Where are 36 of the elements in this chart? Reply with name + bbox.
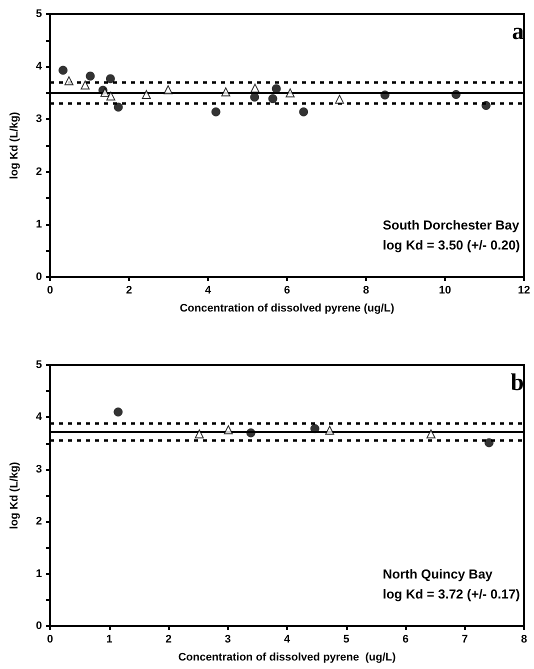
- y-tick-label: 3: [36, 113, 42, 126]
- y-tick-label: 4: [36, 60, 43, 73]
- y-axis-title: log Kd (L/kg): [8, 112, 20, 180]
- x-tick-label: 10: [438, 284, 452, 296]
- y-tick-label: 1: [36, 218, 42, 230]
- x-tick-label: 8: [362, 284, 370, 296]
- x-tick-label: 2: [126, 284, 132, 296]
- y-tick-label: 4: [36, 411, 43, 424]
- x-tick-label: 6: [402, 634, 409, 646]
- y-tick-label: 0: [36, 620, 42, 632]
- y-tick-label: 2: [36, 166, 42, 178]
- x-tick-label: 1: [106, 634, 112, 646]
- x-tick-label: 2: [165, 634, 172, 646]
- annotation: a: [512, 19, 524, 45]
- x-tick-label: 7: [462, 634, 468, 646]
- y-tick-label: 2: [36, 516, 42, 528]
- x-axis-title: Concentration of dissolved pyrene (ug/L): [178, 652, 396, 664]
- x-tick-label: 5: [343, 634, 350, 646]
- y-tick-label: 5: [36, 8, 42, 20]
- y-tick-label: 5: [36, 359, 42, 371]
- y-tick-label: 1: [36, 568, 42, 580]
- y-tick-label: 3: [36, 463, 42, 476]
- x-tick-label: 0: [46, 634, 54, 646]
- x-tick-label: 8: [520, 634, 528, 646]
- x-axis-title: Concentration of dissolved pyrene (ug/L): [180, 302, 395, 314]
- x-tick-label: 4: [284, 634, 291, 646]
- x-tick-label: 4: [204, 284, 212, 296]
- x-tick-label: 12: [518, 284, 530, 296]
- x-tick-label: 3: [224, 634, 231, 646]
- y-axis-title: log Kd (L/kg): [8, 462, 20, 530]
- annotation: North Quincy Bay log Kd = 3.72 (+/- 0.17): [382, 566, 520, 602]
- x-tick-label: 6: [284, 284, 290, 296]
- annotation: b: [510, 370, 524, 396]
- x-tick-label: 0: [46, 284, 54, 296]
- annotation: South Dorchester Bay log Kd = 3.50 (+/- 0.20): [382, 218, 520, 252]
- y-tick-label: 0: [36, 271, 42, 283]
